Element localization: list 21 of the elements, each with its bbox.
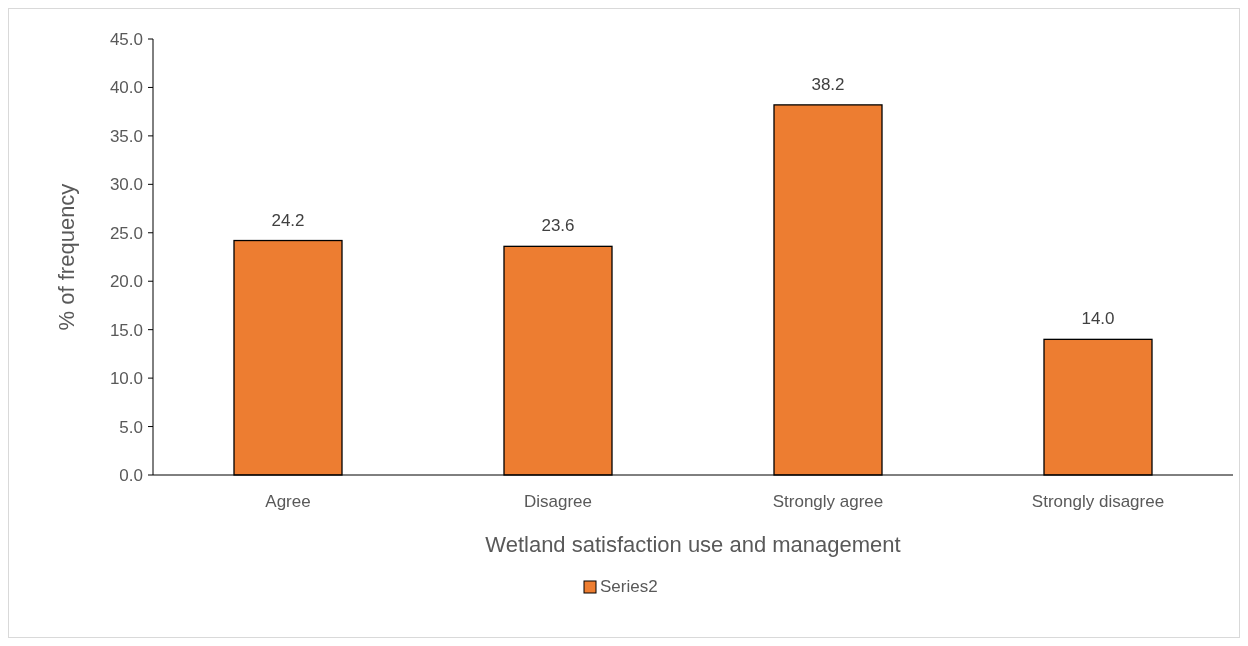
y-axis-title: % of frequency [54,183,79,331]
text: 14.0 [1081,309,1115,329]
y-tick-label: 30.0 [109,175,143,195]
text: 23.6 [541,216,575,236]
y-tick-label: 25.0 [109,223,143,243]
x-tick-label: Disagree [523,492,593,511]
legend-label: Series2 [600,577,658,596]
y-tick-label: 10.0 [109,369,143,389]
x-tick-label: Strongly disagree [1031,492,1165,511]
x-axis-title: Wetland satisfaction use and management [485,532,901,557]
text: 24.2 [271,210,305,230]
y-tick-label: 0.0 [119,465,143,485]
y-tick-label: 45.0 [109,29,143,49]
x-tick-label: Agree [265,492,311,511]
x-tick-label: Strongly agree [772,492,884,511]
y-tick-label: 5.0 [119,417,143,437]
y-tick-label: 15.0 [109,320,143,340]
y-tick-label: 40.0 [109,78,143,98]
y-tick-label: 20.0 [109,272,143,292]
y-tick-label: 35.0 [109,126,143,146]
text: 38.2 [811,74,845,94]
